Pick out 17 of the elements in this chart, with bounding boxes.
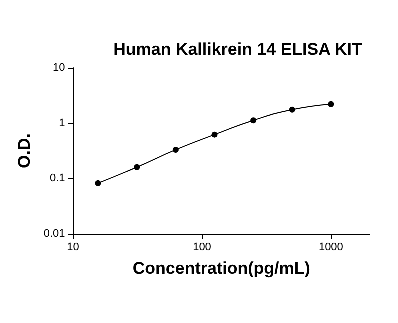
chart-title: Human Kallikrein 14 ELISA KIT: [114, 40, 363, 59]
y-tick-label: 0.1: [50, 172, 66, 185]
point: [289, 106, 296, 113]
point: [172, 146, 179, 153]
point: [328, 101, 334, 108]
x-tick-label: 1000: [318, 242, 344, 254]
x-tick-label: 10: [67, 242, 80, 254]
x-axis-title: Concentration(pg/mL): [132, 259, 310, 278]
y-axis-title: O.D.: [15, 134, 34, 168]
y-tick-label: 10: [53, 62, 66, 74]
point: [134, 164, 140, 170]
point: [95, 180, 102, 186]
point: [212, 132, 218, 138]
y-tick-label: 1: [59, 117, 66, 130]
point: [250, 118, 257, 124]
y-tick-label: 0.01: [44, 228, 66, 240]
x-tick-label: 100: [193, 242, 212, 254]
